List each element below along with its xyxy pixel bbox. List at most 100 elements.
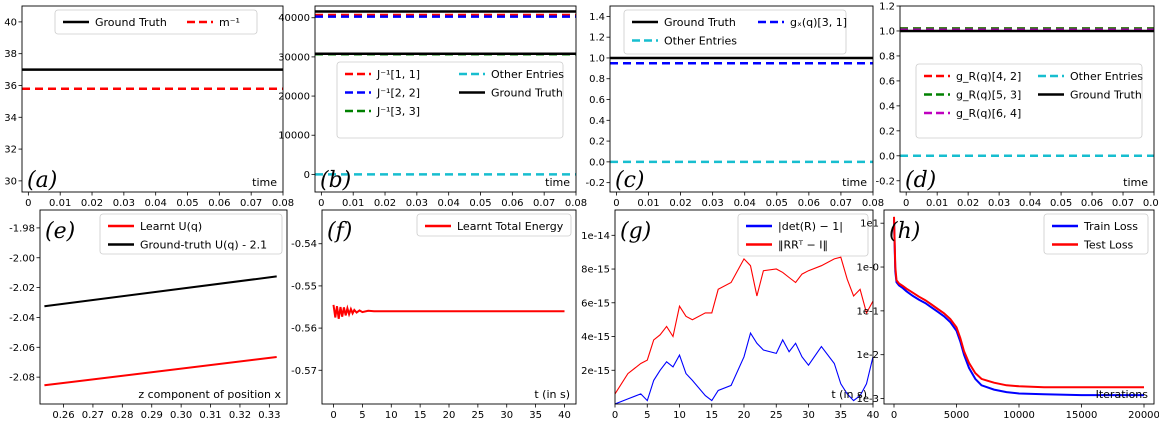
x-tick-label: 0.05	[176, 198, 198, 209]
legend-entry: Other Entries	[1070, 70, 1143, 83]
legend-box	[915, 63, 1143, 139]
plot-frame	[21, 5, 284, 193]
y-tick-label: 0.4	[589, 116, 605, 127]
x-tick-label: 0.05	[1050, 198, 1072, 209]
series-line-0	[332, 304, 565, 319]
legend-box	[54, 9, 258, 35]
x-tick-label: 0.03	[702, 198, 724, 209]
panel-label: (d)	[905, 168, 936, 193]
y-tick-label: 0.0	[589, 157, 605, 168]
x-tick-label: 20	[443, 410, 456, 421]
y-tick-label: 40	[4, 17, 17, 28]
x-tick-label: 0.02	[669, 198, 691, 209]
series-group	[900, 27, 1154, 158]
x-tick-label: 0.08	[862, 198, 884, 209]
x-axis-label: t (in s)	[534, 388, 570, 401]
y-tick-label: 4e-15	[581, 332, 610, 343]
x-axis-label: time	[1123, 176, 1148, 189]
legend-box	[99, 213, 283, 255]
plot-frame	[39, 209, 288, 405]
x-axis-label: time	[842, 176, 867, 189]
legend-entry: Ground Truth	[491, 87, 563, 100]
x-tick-label: 0.08	[1143, 198, 1159, 209]
legend-entry: J⁻¹[1, 1]	[376, 68, 420, 81]
x-tick-label: 0.03	[988, 198, 1010, 209]
panel-label: (a)	[27, 168, 57, 193]
legend-entry: g_R(q)[4, 2]	[956, 70, 1021, 83]
series-group	[610, 56, 873, 164]
y-tick-label: 0.0	[879, 151, 895, 162]
y-tick-label: -0.56	[291, 324, 317, 335]
legend: Learnt Total Energy	[416, 213, 572, 237]
x-tick-label: 0	[903, 198, 909, 209]
x-tick-label: 10	[385, 410, 398, 421]
x-tick-label: 5000	[944, 410, 969, 421]
panel-c: 0 0.01 0.02 0.03 0.04 0.05 0.06 0.07 0.08 -0.2 0.0…	[585, 5, 884, 209]
x-tick-label: 35	[834, 410, 847, 421]
legend-box	[416, 213, 572, 237]
y-tick-label: 0.8	[589, 74, 605, 85]
legend-entry: |det(R) − 1|	[778, 220, 843, 233]
y-tick-label: 1.0	[879, 26, 895, 37]
legend-entry: Ground Truth	[664, 16, 736, 29]
x-tick-label: 0	[330, 410, 336, 421]
y-tick-label: -0.2	[875, 176, 895, 187]
x-tick-label: 0.04	[734, 198, 756, 209]
y-tick-label: 1e-3	[857, 394, 880, 405]
x-tick-label: 0.02	[374, 198, 396, 209]
x-tick-label: 30	[802, 410, 815, 421]
x-tick-label: 0	[613, 198, 619, 209]
x-tick-label: 0.08	[565, 198, 587, 209]
y-tick-label: -2.08	[9, 373, 35, 384]
y-tick-label: 38	[4, 49, 17, 60]
y-tick-label: 1e1	[860, 219, 879, 230]
x-axis-label: time	[545, 176, 570, 189]
x-tick-label: 20	[738, 410, 751, 421]
y-tick-label: 0.8	[879, 51, 895, 62]
x-tick-label: 0.06	[798, 198, 820, 209]
x-tick-label: 0	[891, 410, 897, 421]
legend: J⁻¹[1, 1] J⁻¹[2, 2] J⁻¹[3, 3] Other Entries…	[336, 61, 564, 139]
plot-frame	[314, 5, 577, 193]
legend-entry: m⁻¹	[219, 16, 240, 29]
x-tick-label: 0.30	[170, 410, 192, 421]
x-tick-label: 0	[318, 198, 324, 209]
x-tick-label: 0.33	[258, 410, 280, 421]
plot-frame	[321, 209, 577, 405]
x-tick-label: 0.04	[1019, 198, 1041, 209]
y-tick-label: 1e-0	[857, 263, 880, 274]
y-tick-label: 1.0	[589, 53, 605, 64]
x-tick-label: 15	[414, 410, 427, 421]
series-group	[615, 256, 873, 404]
y-tick-label: -2.06	[9, 343, 35, 354]
x-tick-label: 0.02	[957, 198, 979, 209]
y-tick-label: 36	[4, 81, 17, 92]
x-tick-label: 10	[673, 410, 686, 421]
legend-entry: gₓ(q)[3, 1]	[790, 16, 847, 29]
panel-label: (f)	[327, 219, 352, 244]
series-line-1	[44, 275, 277, 308]
y-tick-label: -2.04	[9, 313, 35, 324]
series-line-0	[615, 331, 873, 404]
x-tick-label: 25	[770, 410, 783, 421]
x-tick-label: 0.03	[113, 198, 135, 209]
x-tick-label: 0.01	[342, 198, 364, 209]
y-tick-label: 0	[304, 170, 310, 181]
series-line-1	[615, 256, 873, 395]
y-tick-label: 8e-15	[581, 265, 610, 276]
x-tick-label: 0	[25, 198, 31, 209]
legend-entry: Test Loss	[1083, 239, 1134, 252]
y-tick-label: 0.4	[879, 101, 895, 112]
legend-entry: Ground Truth	[1070, 89, 1142, 102]
y-tick-label: -0.55	[291, 281, 317, 292]
y-tick-label: 30000	[278, 52, 310, 63]
x-tick-label: 0.07	[240, 198, 262, 209]
x-tick-label: 25	[471, 410, 484, 421]
panel-label: (b)	[320, 168, 351, 193]
y-tick-label: 6e-15	[581, 298, 610, 309]
y-tick-label: 34	[4, 113, 17, 124]
legend: |det(R) − 1| ‖RRᵀ − I‖	[737, 213, 869, 257]
x-tick-label: 0.29	[141, 410, 163, 421]
legend: g_R(q)[4, 2] g_R(q)[5, 3] g_R(q)[6, 4] Othe…	[915, 63, 1143, 139]
x-tick-label: 10000	[1003, 410, 1035, 421]
